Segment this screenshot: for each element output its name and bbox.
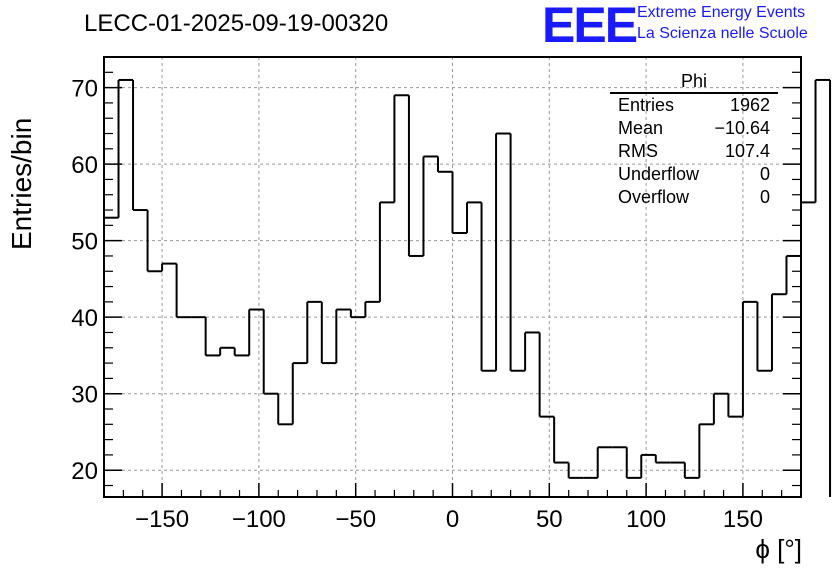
axis-ticks — [103, 71, 802, 497]
x-tick-label: −100 — [232, 506, 286, 533]
chart-title: LECC-01-2025-09-19-00320 — [84, 10, 389, 37]
tick-labels: −150 −100 −50 0 50 100 150 20 30 40 50 60 70 — [71, 76, 763, 533]
stats-value: 1962 — [729, 95, 770, 115]
stats-row-mean: Mean −10.64 — [610, 117, 778, 140]
y-tick-label: 20 — [71, 458, 98, 485]
stats-row-overflow: Overflow 0 — [610, 186, 778, 209]
grid-lines — [104, 57, 801, 497]
stats-value: −10.64 — [714, 118, 770, 138]
stats-box-title: Phi — [610, 70, 778, 94]
stats-box: Phi Entries 1962 Mean −10.64 RMS 107.4 U… — [610, 70, 778, 209]
stats-value: 0 — [759, 187, 770, 207]
x-tick-label: 50 — [536, 506, 563, 533]
x-axis-label: ϕ [°] — [755, 534, 802, 564]
stats-row-entries: Entries 1962 — [610, 94, 778, 117]
stats-label: Entries — [618, 95, 675, 115]
stats-label: Overflow — [618, 187, 690, 207]
x-tick-label: −50 — [335, 506, 376, 533]
stats-label: RMS — [618, 141, 658, 161]
x-tick-label: 0 — [446, 506, 459, 533]
stats-row-underflow: Underflow 0 — [610, 163, 778, 186]
stats-label: Underflow — [618, 164, 700, 184]
logo-line-scienza-scuole: La Scienza nelle Scuole — [637, 25, 808, 42]
stats-label: Mean — [618, 118, 664, 138]
logo-line-extreme-energy-events: Extreme Energy Events — [637, 4, 806, 21]
stats-row-rms: RMS 107.4 — [610, 140, 778, 163]
x-tick-label: −150 — [135, 506, 189, 533]
y-tick-label: 30 — [71, 382, 98, 409]
y-tick-label: 50 — [71, 229, 98, 256]
stats-value: 107.4 — [724, 141, 770, 161]
eee-logo: EEE — [542, 0, 638, 53]
y-tick-label: 70 — [71, 76, 98, 103]
y-tick-label: 60 — [71, 152, 98, 179]
y-tick-label: 40 — [71, 305, 98, 332]
y-axis-label: Entries/bin — [6, 117, 37, 250]
x-tick-label: 100 — [626, 506, 666, 533]
stats-value: 0 — [759, 164, 770, 184]
x-tick-label: 150 — [723, 506, 763, 533]
